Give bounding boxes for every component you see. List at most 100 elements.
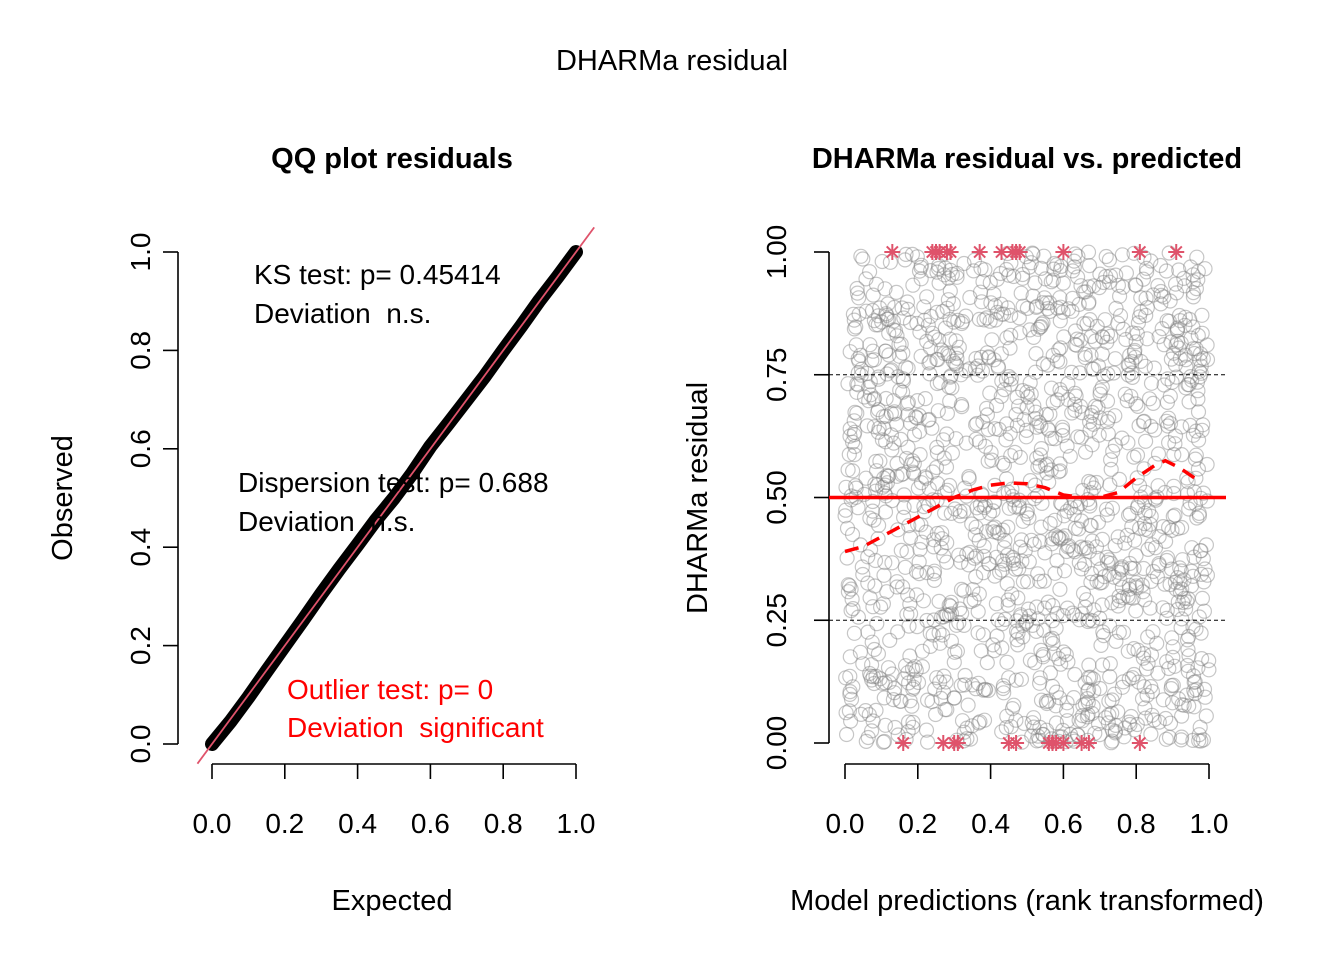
- qq-y-tick-label: 0.2: [125, 626, 156, 665]
- residual-point: [937, 485, 953, 501]
- residual-point: [863, 387, 879, 403]
- residual-point: [1029, 488, 1046, 504]
- residual-point: [1090, 399, 1106, 415]
- residual-point: [1005, 492, 1022, 508]
- residual-point: [1084, 533, 1100, 549]
- residual-point: [1150, 278, 1166, 294]
- residual-point: [1127, 277, 1143, 293]
- residual-point: [886, 685, 902, 701]
- residual-point: [1170, 691, 1187, 707]
- residual-point: [1135, 650, 1152, 666]
- residual-point: [1032, 458, 1048, 474]
- residual-point: [1023, 532, 1040, 548]
- residual-point: [985, 637, 1001, 653]
- residual-point: [1048, 528, 1064, 544]
- residual-point: [1036, 600, 1053, 616]
- residual-point: [910, 480, 927, 496]
- residual-point: [1160, 435, 1177, 451]
- residual-point: [900, 301, 916, 317]
- residual-point: [1048, 698, 1064, 714]
- residual-point: [939, 405, 956, 421]
- residual-point: [1003, 448, 1019, 464]
- residual-point: [1174, 447, 1190, 463]
- residual-point: [849, 384, 865, 400]
- outlier-star: [949, 735, 966, 751]
- residual-point: [1153, 287, 1169, 303]
- residual-point: [1168, 337, 1184, 353]
- residual-point: [866, 391, 882, 408]
- residual-point: [1037, 271, 1054, 287]
- residual-point: [922, 366, 938, 382]
- residual-point: [987, 298, 1003, 314]
- residual-point: [1073, 539, 1089, 555]
- residual-point: [1043, 462, 1059, 478]
- residual-point: [1069, 499, 1085, 515]
- outlier-star: [1055, 244, 1072, 260]
- residual-point: [903, 415, 919, 431]
- residual-point: [846, 312, 862, 328]
- residual-point: [1179, 594, 1195, 610]
- residual-point: [976, 548, 992, 565]
- residual-point: [942, 331, 958, 347]
- residual-point: [1163, 561, 1180, 577]
- residual-point: [1048, 620, 1064, 636]
- residual-point: [900, 439, 916, 455]
- residual-point: [860, 624, 876, 640]
- residual-point: [870, 308, 886, 324]
- residual-point: [906, 427, 923, 443]
- residual-point: [838, 502, 854, 518]
- residual-point: [864, 302, 881, 319]
- residual-point: [1095, 624, 1111, 640]
- residual-point: [998, 471, 1015, 487]
- residual-point: [948, 617, 965, 633]
- residual-point: [1097, 312, 1113, 328]
- qq-x-tick-label: 0.4: [338, 808, 377, 839]
- residual-point: [870, 531, 886, 547]
- residual-point: [1110, 277, 1127, 293]
- residual-point: [1042, 515, 1058, 532]
- residual-point: [1055, 644, 1072, 660]
- residual-point: [850, 351, 866, 367]
- residual-point: [948, 431, 964, 447]
- residual-point: [976, 499, 992, 516]
- residual-point: [1012, 449, 1029, 465]
- residual-point: [952, 503, 968, 520]
- residual-point: [1184, 372, 1200, 388]
- residual-point: [842, 686, 858, 703]
- residual-point: [1174, 552, 1191, 568]
- residual-point: [1043, 430, 1060, 446]
- residual-point: [1162, 293, 1178, 309]
- residual-point: [1176, 278, 1193, 294]
- residual-point: [1028, 299, 1044, 315]
- residual-point: [1064, 303, 1080, 319]
- residual-point: [1055, 304, 1071, 320]
- residual-point: [899, 294, 916, 310]
- residual-point: [1193, 650, 1210, 667]
- residual-point: [1146, 712, 1162, 728]
- residual-point: [948, 333, 964, 349]
- residual-point: [1066, 689, 1082, 706]
- residual-point: [1010, 590, 1026, 606]
- residual-point: [890, 369, 906, 385]
- residual-point: [1179, 632, 1196, 648]
- residual-point: [1195, 351, 1211, 367]
- residual-point: [861, 264, 878, 280]
- residual-point: [1024, 617, 1041, 634]
- residual-point: [1177, 601, 1194, 617]
- residual-point: [837, 508, 853, 524]
- residual-point: [933, 609, 950, 625]
- residual-point: [972, 714, 988, 730]
- residual-point: [1044, 536, 1060, 552]
- residual-point: [1111, 471, 1128, 487]
- residual-point: [1111, 588, 1127, 605]
- residual-point: [1096, 568, 1112, 585]
- residual-point: [1039, 695, 1055, 712]
- residual-point: [1154, 321, 1170, 337]
- residual-point: [882, 632, 898, 649]
- residual-point: [932, 635, 948, 651]
- residual-point: [986, 352, 1002, 368]
- residual-point: [1193, 625, 1209, 641]
- residual-point: [932, 374, 948, 391]
- residual-point: [879, 475, 896, 491]
- residual-point: [1067, 337, 1083, 353]
